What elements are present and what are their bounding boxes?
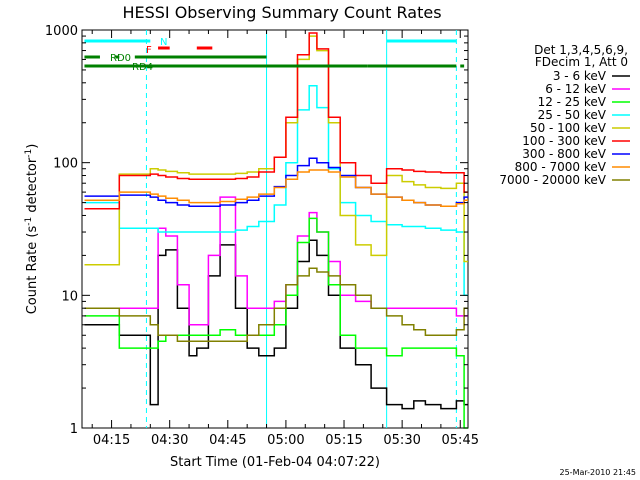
y-axis-label-mid: detector xyxy=(25,157,40,217)
x-tick-label: 05:15 xyxy=(325,433,362,448)
y-tick-label: 1000 xyxy=(45,24,78,39)
series-line-2 xyxy=(84,217,468,429)
y-ticks: 1 10 100 1000 xyxy=(45,24,468,437)
status-bar-label: F xyxy=(146,45,152,56)
legend-header-line-1: Det 1,3,4,5,6,9, xyxy=(534,43,628,57)
series-line-1 xyxy=(84,196,468,326)
y-axis-label: Count Rate (s-1 detector-1) xyxy=(24,144,40,315)
footer-timestamp: 25-Mar-2010 21:45 xyxy=(560,468,637,477)
legend-entry-label: 100 - 300 keV xyxy=(522,134,606,148)
series-line-8 xyxy=(84,267,468,343)
series-line-5 xyxy=(84,32,468,210)
y-axis-label-main: Count Rate (s xyxy=(25,226,40,315)
x-tick-label: 05:45 xyxy=(442,433,479,448)
series-lines xyxy=(84,32,468,429)
x-ticks: 04:15 04:30 04:45 05:00 05:15 05:30 05:45 xyxy=(91,30,479,448)
plot-frame xyxy=(81,29,469,429)
legend-header-line-2: FDecim 1, Att 0 xyxy=(535,55,628,69)
x-tick-label: 04:15 xyxy=(93,433,130,448)
y-axis-label-sup1: -1 xyxy=(24,217,34,226)
y-tick-label: 1 xyxy=(70,422,78,437)
legend-entry-label: 25 - 50 keV xyxy=(538,108,607,122)
legend-entry-label: 800 - 7000 keV xyxy=(515,160,607,174)
status-bar-label: RD0 xyxy=(110,53,131,64)
y-axis-label-sup2: -1 xyxy=(24,149,34,158)
y-axis-label-end: ) xyxy=(25,144,40,149)
x-tick-label: 05:00 xyxy=(267,433,304,448)
legend: Det 1,3,4,5,6,9, FDecim 1, Att 0 3 - 6 k… xyxy=(499,43,630,187)
x-axis-label: Start Time (01-Feb-04 04:07:22) xyxy=(170,455,380,470)
legend-entry-label: 6 - 12 keV xyxy=(545,82,607,96)
legend-entry-label: 7000 - 20000 keV xyxy=(499,173,606,187)
status-bar-label: N xyxy=(160,37,167,48)
series-line-7 xyxy=(84,169,468,207)
x-tick-label: 04:30 xyxy=(151,433,188,448)
status-bar-label: RD4 xyxy=(132,62,153,73)
legend-entry-label: 3 - 6 keV xyxy=(553,69,607,83)
legend-entry-label: 12 - 25 keV xyxy=(538,95,607,109)
legend-entry-label: 300 - 800 keV xyxy=(522,147,606,161)
series-line-3 xyxy=(84,84,468,297)
y-tick-label: 10 xyxy=(61,289,78,304)
vertical-markers xyxy=(145,30,457,428)
x-tick-label: 04:45 xyxy=(209,433,246,448)
x-tick-label: 05:30 xyxy=(383,433,420,448)
legend-entry-label: 50 - 100 keV xyxy=(530,121,607,135)
y-tick-label: 100 xyxy=(53,157,78,172)
chart-title: HESSI Observing Summary Count Rates xyxy=(122,3,441,22)
